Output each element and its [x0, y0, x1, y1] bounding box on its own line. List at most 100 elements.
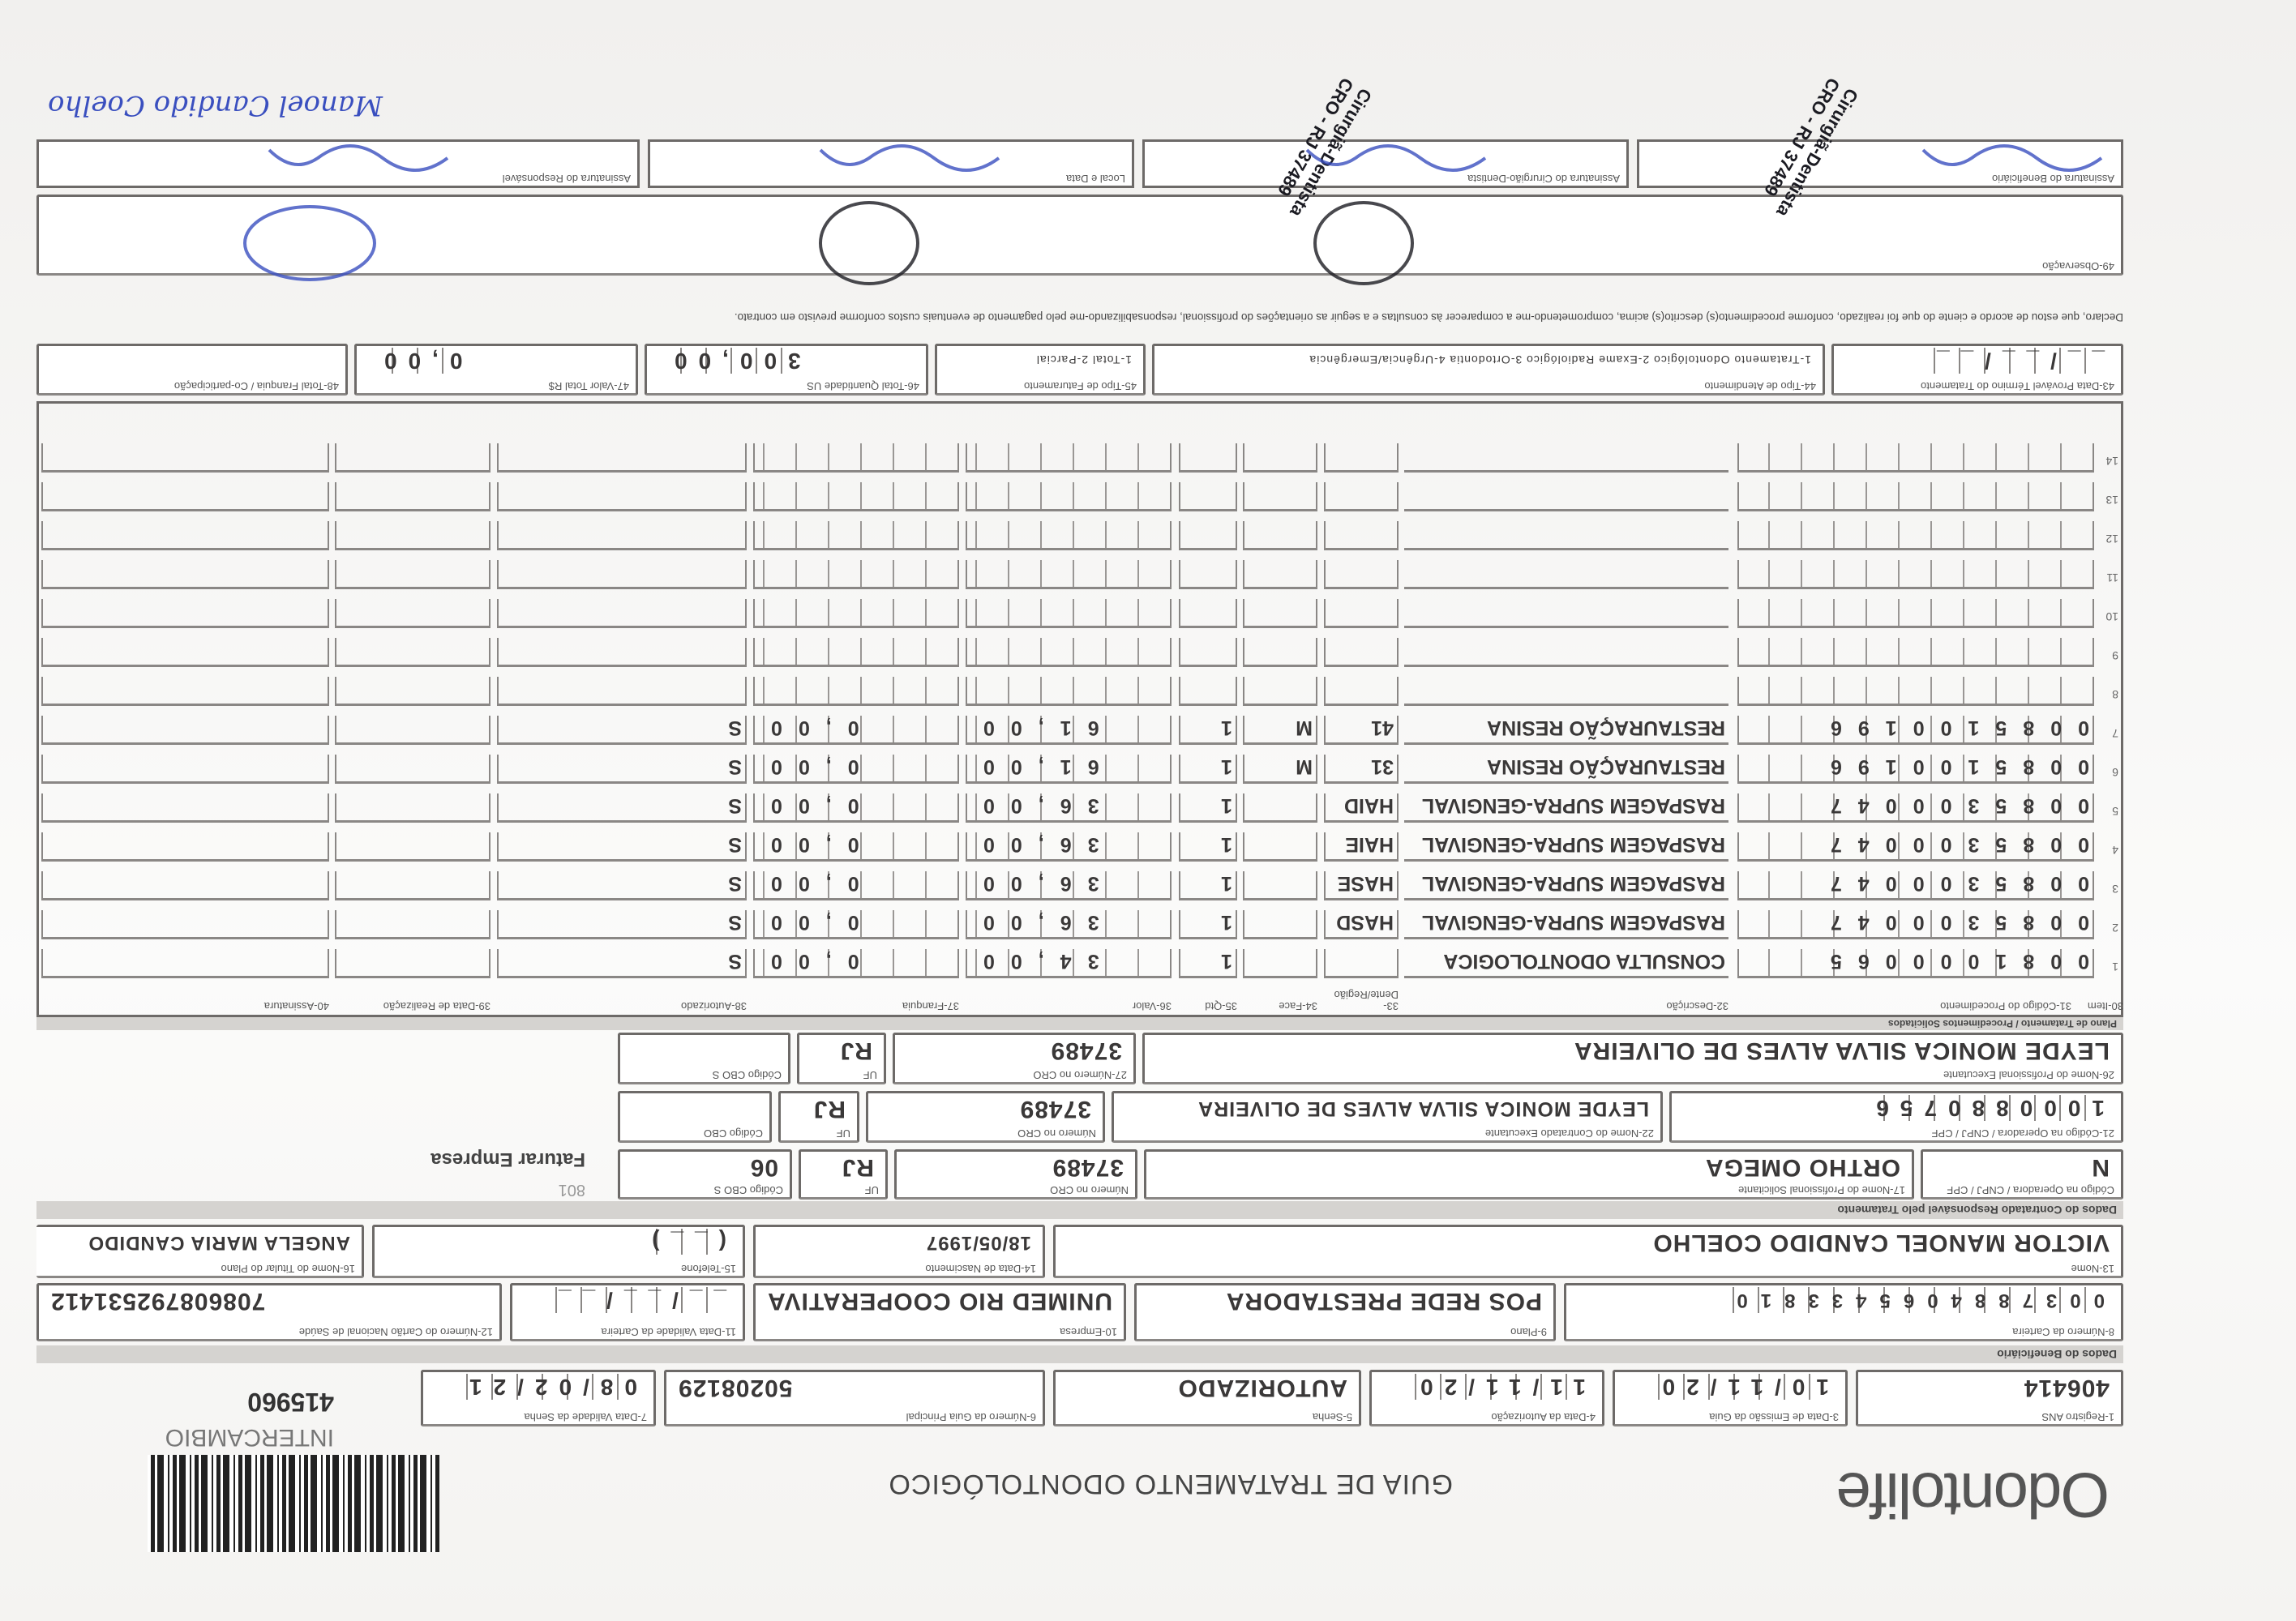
table-row: 8 [36, 673, 2123, 711]
cell-code: 0085100196 [1737, 755, 2094, 784]
field-label: 5-Senha [1312, 1411, 1352, 1423]
cartao-nacional-field: 12-Número do Cartão Nacional de Saúde 70… [36, 1283, 502, 1341]
senha-field: 5-Senha AUTORIZADO [1053, 1370, 1361, 1426]
table-row: 14 [36, 439, 2123, 477]
cell-date[interactable] [335, 560, 490, 589]
solicitante-name-field: 17-Nome do Profissional Solicitante ORTH… [1144, 1149, 1914, 1200]
cell-item: 11 [2106, 571, 2118, 584]
column-header: 31-Código do Procedimento [1940, 1000, 2071, 1012]
field-value: 10/11/20 [1646, 1374, 1834, 1400]
field-label: 9-Plano [1510, 1326, 1547, 1338]
data-nascimento-field: 14-Data de Nascimento 18/05/1997 [753, 1225, 1045, 1278]
cell-value [966, 599, 1172, 628]
cell-item: 2 [2112, 922, 2118, 935]
field-value: ANGELA MARIA CANDIDO [88, 1232, 350, 1254]
cell-authorized: S [497, 793, 747, 823]
table-row: 9 [36, 634, 2123, 672]
cell-date[interactable] [335, 871, 490, 900]
cell-date[interactable] [335, 949, 490, 978]
cell-signature[interactable] [41, 716, 329, 745]
cell-date[interactable] [335, 716, 490, 745]
handwritten-note: Manoel Candido Coelho [48, 89, 383, 122]
cell-description: RESTAURAÇÃO RESINA [1404, 716, 1728, 745]
cell-signature[interactable] [41, 638, 329, 667]
field-label: 27-Número no CRO [1033, 1069, 1127, 1081]
field-label: 12-Número do Cartão Nacional de Saúde [298, 1326, 493, 1338]
executante-code-field: 21-Código na Operadora / CNPJ / CPF 1000… [1669, 1091, 2123, 1143]
signature-dentist: Assinatura do Cirurgião-Dentista [1142, 139, 1629, 188]
cell-date[interactable] [335, 910, 490, 939]
total-quantidade-field: 46-Total Quantidade US 300,00 [645, 344, 928, 396]
cell-signature[interactable] [41, 910, 329, 939]
solicitante-uf-field: UF RJ [799, 1149, 888, 1200]
field-value: 406414 [2023, 1375, 2110, 1401]
cell-value [966, 560, 1172, 589]
cell-signature[interactable] [41, 793, 329, 823]
cell-date[interactable] [335, 443, 490, 473]
empresa-field: 10-Empresa UNIMED RIO COOPERATIVA [753, 1283, 1126, 1341]
cell-date[interactable] [335, 638, 490, 667]
total-valor-field: 47-Valor Total R$ 0,00 [354, 344, 638, 396]
cell-date[interactable] [335, 832, 490, 862]
cell-item: 1 [2112, 960, 2118, 973]
cell-face [1243, 949, 1317, 978]
field-label: 43-Data Provável Término do Tratamento [1921, 380, 2114, 392]
field-value: 37489 [1050, 1037, 1122, 1064]
cell-tooth [1324, 599, 1399, 628]
cell-signature[interactable] [41, 482, 329, 511]
cell-date[interactable] [335, 755, 490, 784]
barcode [148, 1455, 439, 1552]
cell-description: RESTAURAÇÃO RESINA [1404, 755, 1728, 784]
cell-description: RASPAGEM SUPRA-GENGIVAL [1404, 910, 1728, 939]
cell-code: 0081000065 [1737, 949, 2094, 978]
titular-field: 16-Nome do Titular do Plano ANGELA MARIA… [36, 1225, 364, 1278]
table-row: 7 0085100196 RESTAURAÇÃO RESINA 41 M 1 61,00 0,… [36, 712, 2123, 750]
cell-item: 10 [2105, 610, 2118, 623]
contractor-code-field: Código na Operadora / CNPJ / CPF N [1921, 1149, 2123, 1200]
cell-signature[interactable] [41, 871, 329, 900]
cell-item: 3 [2112, 883, 2118, 896]
field-label: UF [863, 1069, 877, 1081]
cell-face [1243, 482, 1317, 511]
cell-date[interactable] [335, 482, 490, 511]
field-label: Código CBO S [713, 1184, 783, 1196]
field-label: Número no CRO [1050, 1184, 1129, 1196]
cell-franchise: 0,00 [753, 755, 959, 784]
cell-description [1404, 521, 1728, 550]
cell-face [1243, 910, 1317, 939]
nome-field: 13-Nome VICTOR MANOEL CANDIDO COELHO [1053, 1225, 2123, 1278]
cell-franchise [753, 521, 959, 550]
cell-date[interactable] [335, 521, 490, 550]
cell-qty [1179, 443, 1237, 473]
cell-code: 0085100196 [1737, 716, 2094, 745]
field-label: 10-Empresa [1060, 1326, 1117, 1338]
cell-authorized: S [497, 832, 747, 862]
table-row: 11 [36, 556, 2123, 594]
cell-signature[interactable] [41, 677, 329, 706]
cell-date[interactable] [335, 677, 490, 706]
cell-authorized: S [497, 871, 747, 900]
field-value: 1-Tratamento Odontológico 2-Exame Radiol… [1309, 353, 1811, 366]
cell-authorized [497, 521, 747, 550]
cell-signature[interactable] [41, 949, 329, 978]
guide-number: 415960 [247, 1388, 334, 1417]
field-label: 7-Data Validade da Senha [524, 1411, 647, 1423]
cell-signature[interactable] [41, 443, 329, 473]
column-header: 32-Descrição [1666, 1000, 1728, 1012]
cell-description [1404, 560, 1728, 589]
cell-signature[interactable] [41, 599, 329, 628]
billing-code: 801 [558, 1181, 585, 1199]
cell-date[interactable] [335, 793, 490, 823]
cell-authorized [497, 677, 747, 706]
cell-signature[interactable] [41, 832, 329, 862]
cell-item: 6 [2112, 766, 2118, 779]
cell-value: 36,00 [966, 871, 1172, 900]
cell-signature[interactable] [41, 521, 329, 550]
cell-date[interactable] [335, 599, 490, 628]
cell-signature[interactable] [41, 560, 329, 589]
cell-signature[interactable] [41, 755, 329, 784]
tipo-atendimento-field: 44-Tipo de Atendimento 1-Tratamento Odon… [1152, 344, 1825, 396]
telefone-field: 15-Telefone (__) [372, 1225, 745, 1278]
cell-franchise [753, 638, 959, 667]
cell-franchise [753, 443, 959, 473]
